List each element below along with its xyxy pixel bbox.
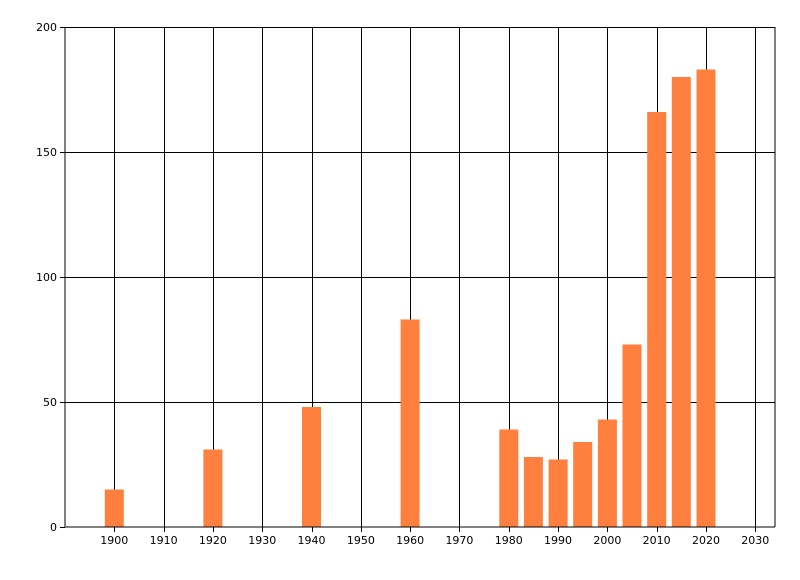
x-tick-label: 1990 bbox=[544, 534, 572, 547]
x-tick-label: 1940 bbox=[298, 534, 326, 547]
x-tick-labels: 1900 1910 1920 1930 1940 1950 1960 1970 1980 1990… bbox=[100, 534, 769, 547]
x-tick-label: 2000 bbox=[593, 534, 621, 547]
x-tick-label: 1930 bbox=[248, 534, 276, 547]
bar-1995 bbox=[573, 442, 593, 527]
x-tick-label: 1910 bbox=[150, 534, 178, 547]
axes bbox=[64, 27, 775, 528]
bar-1960 bbox=[400, 319, 420, 527]
bar-1920 bbox=[203, 449, 223, 527]
x-tick-label: 2030 bbox=[741, 534, 769, 547]
y-tick-label: 0 bbox=[50, 521, 57, 534]
bar-2000 bbox=[597, 419, 617, 527]
bar-2005 bbox=[622, 344, 642, 527]
bar-1985 bbox=[523, 457, 543, 527]
bar-1990 bbox=[548, 459, 568, 527]
x-tick-label: 1970 bbox=[445, 534, 473, 547]
bar-2020 bbox=[696, 69, 716, 527]
y-tick-label: 200 bbox=[36, 21, 57, 34]
bar-1940 bbox=[302, 407, 321, 527]
x-tick-label: 2020 bbox=[692, 534, 720, 547]
x-tick-label: 1960 bbox=[396, 534, 424, 547]
y-tick-label: 150 bbox=[36, 146, 57, 159]
y-tick-label: 100 bbox=[36, 271, 57, 284]
x-tick-label: 1980 bbox=[495, 534, 523, 547]
bars bbox=[104, 69, 716, 527]
y-tick-labels: 0 50 100 150 200 bbox=[36, 21, 57, 534]
bar-2015 bbox=[671, 77, 691, 527]
x-tick-label: 1900 bbox=[100, 534, 128, 547]
bar-2010 bbox=[647, 112, 667, 527]
x-tick-label: 1920 bbox=[199, 534, 227, 547]
bar-1900 bbox=[104, 489, 124, 527]
x-tick-label: 1950 bbox=[347, 534, 375, 547]
y-tick-label: 50 bbox=[43, 396, 57, 409]
x-tick-label: 2010 bbox=[643, 534, 671, 547]
bar-1980 bbox=[499, 429, 519, 527]
